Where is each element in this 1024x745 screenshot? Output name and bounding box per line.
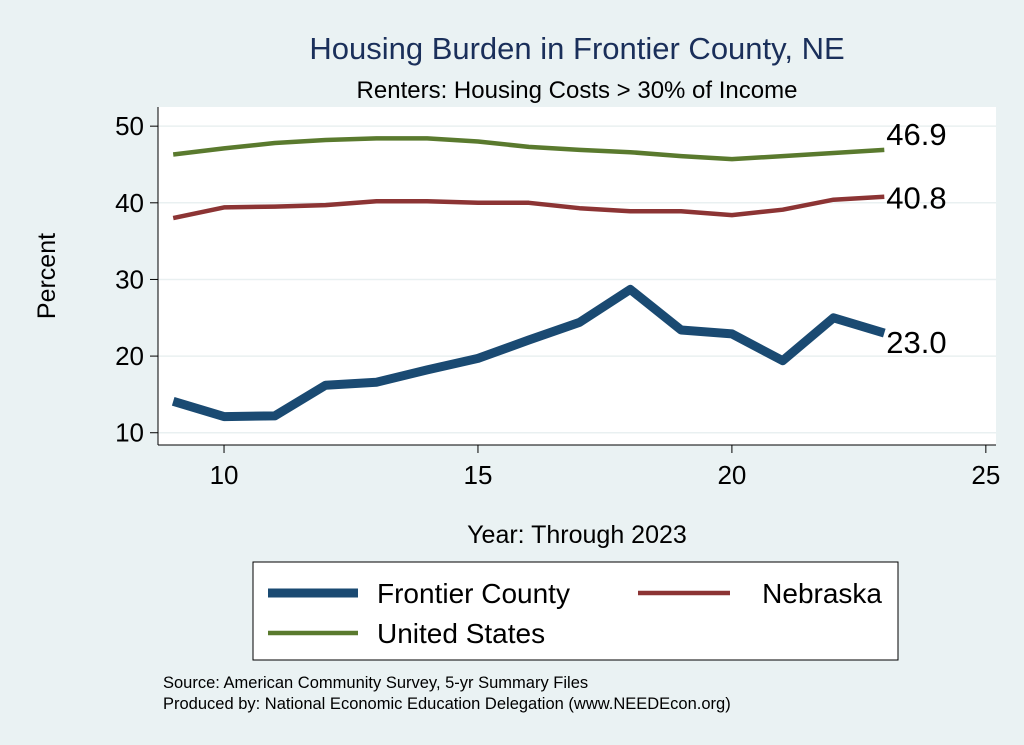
legend: Frontier County Nebraska United States — [268, 578, 882, 649]
end-label-united-states: 46.9 — [886, 117, 946, 152]
end-label-nebraska: 40.8 — [886, 181, 946, 216]
x-axis-ticks: 10 15 20 25 — [210, 445, 1000, 490]
chart-subtitle: Renters: Housing Costs > 30% of Income — [357, 77, 798, 104]
legend-label-nebraska: Nebraska — [762, 578, 882, 609]
x-tick-label-25: 25 — [971, 460, 1000, 490]
series-line-frontier-county — [171, 284, 886, 422]
series-line-united-states — [172, 136, 885, 162]
y-tick-label-30: 30 — [115, 264, 144, 294]
x-axis-title: Year: Through 2023 — [467, 521, 687, 549]
y-tick-label-20: 20 — [115, 341, 144, 371]
legend-label-frontier-county: Frontier County — [377, 578, 570, 609]
chart-title: Housing Burden in Frontier County, NE — [309, 31, 844, 66]
legend-box — [252, 561, 899, 661]
y-tick-label-40: 40 — [115, 188, 144, 218]
source-line-2: Produced by: National Economic Education… — [163, 695, 731, 713]
legend-label-united-states: United States — [377, 618, 545, 649]
y-axis-title: Percent — [33, 233, 61, 319]
y-tick-label-10: 10 — [115, 418, 144, 448]
source-line-1: Source: American Community Survey, 5-yr … — [163, 674, 588, 692]
x-tick-label-20: 20 — [717, 460, 746, 490]
y-axis-ticks: 10 20 30 40 50 — [115, 111, 158, 448]
series-lines — [171, 136, 886, 422]
y-tick-label-50: 50 — [115, 111, 144, 141]
plot-area — [158, 107, 996, 445]
series-line-nebraska — [172, 194, 885, 221]
end-label-frontier-county: 23.0 — [886, 325, 946, 360]
gridlines — [158, 125, 996, 434]
x-tick-label-10: 10 — [210, 460, 239, 490]
x-tick-label-15: 15 — [464, 460, 493, 490]
end-labels: 23.0 40.8 46.9 — [886, 117, 946, 360]
